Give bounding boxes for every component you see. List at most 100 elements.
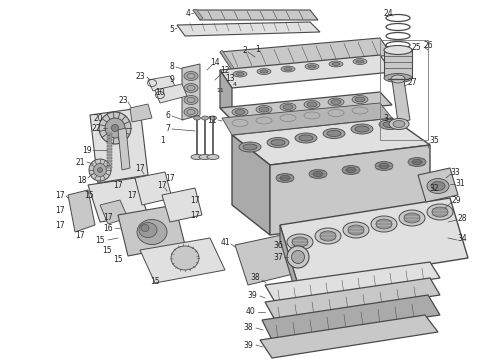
Ellipse shape	[236, 72, 244, 76]
Text: 15: 15	[102, 246, 112, 255]
Text: 19: 19	[82, 145, 92, 154]
Polygon shape	[222, 103, 392, 135]
Polygon shape	[177, 22, 320, 36]
Ellipse shape	[187, 98, 195, 103]
Ellipse shape	[184, 95, 198, 104]
Text: 5: 5	[170, 24, 174, 33]
Bar	[107, 148, 112, 150]
Text: 8: 8	[170, 62, 174, 71]
Ellipse shape	[141, 225, 149, 231]
Text: 39: 39	[243, 341, 253, 350]
Ellipse shape	[356, 60, 364, 63]
Polygon shape	[265, 278, 440, 320]
Text: 26: 26	[423, 41, 433, 50]
Ellipse shape	[210, 116, 217, 120]
Polygon shape	[418, 168, 458, 202]
Ellipse shape	[292, 237, 308, 247]
Ellipse shape	[271, 140, 285, 145]
Text: 11: 11	[216, 87, 224, 93]
Ellipse shape	[376, 219, 392, 229]
Ellipse shape	[98, 167, 102, 172]
Bar	[107, 142, 112, 144]
Text: 15: 15	[150, 278, 160, 287]
Ellipse shape	[371, 216, 397, 232]
Ellipse shape	[239, 142, 261, 152]
Ellipse shape	[355, 97, 365, 102]
Ellipse shape	[315, 228, 341, 244]
Ellipse shape	[342, 166, 360, 175]
Text: 17: 17	[55, 220, 65, 230]
Ellipse shape	[232, 108, 248, 116]
Ellipse shape	[280, 103, 296, 111]
Ellipse shape	[313, 171, 323, 176]
Ellipse shape	[191, 154, 203, 159]
Text: 17: 17	[157, 180, 167, 189]
Ellipse shape	[305, 63, 319, 69]
Ellipse shape	[327, 131, 341, 136]
Ellipse shape	[233, 71, 247, 77]
Ellipse shape	[355, 126, 369, 132]
Ellipse shape	[287, 234, 313, 250]
Text: 37: 37	[273, 252, 283, 261]
Text: 33: 33	[450, 167, 460, 176]
Bar	[107, 157, 112, 159]
Ellipse shape	[207, 154, 219, 159]
Ellipse shape	[320, 231, 336, 241]
Text: 2: 2	[243, 45, 247, 54]
Ellipse shape	[352, 95, 368, 104]
Text: 17: 17	[75, 230, 85, 239]
Text: 18: 18	[77, 176, 87, 185]
Text: 38: 38	[243, 324, 253, 333]
Ellipse shape	[427, 204, 453, 220]
Ellipse shape	[105, 118, 125, 138]
Ellipse shape	[383, 122, 397, 127]
Ellipse shape	[283, 104, 293, 109]
Ellipse shape	[280, 176, 290, 180]
Text: 41: 41	[220, 238, 230, 247]
Polygon shape	[270, 145, 430, 235]
Text: 4: 4	[186, 9, 191, 18]
Text: 13: 13	[225, 73, 235, 82]
Text: 9: 9	[170, 75, 174, 84]
Ellipse shape	[304, 100, 320, 108]
Ellipse shape	[348, 225, 364, 235]
Ellipse shape	[351, 124, 373, 134]
Polygon shape	[220, 38, 392, 70]
Ellipse shape	[404, 213, 420, 223]
Ellipse shape	[379, 120, 401, 130]
Ellipse shape	[256, 105, 272, 113]
Text: 22: 22	[91, 123, 101, 132]
Polygon shape	[193, 9, 203, 20]
Polygon shape	[100, 200, 128, 224]
Polygon shape	[220, 50, 234, 70]
Text: 24: 24	[383, 9, 393, 18]
Ellipse shape	[187, 73, 195, 78]
Text: 38: 38	[250, 274, 260, 283]
Text: 16: 16	[103, 224, 113, 233]
Ellipse shape	[393, 121, 405, 127]
Bar	[107, 151, 112, 153]
Polygon shape	[265, 262, 440, 302]
Ellipse shape	[309, 170, 327, 179]
Polygon shape	[68, 190, 95, 232]
Text: 28: 28	[457, 213, 467, 222]
Text: 34: 34	[457, 234, 467, 243]
Text: 15: 15	[84, 190, 94, 199]
Text: 17: 17	[190, 195, 200, 204]
Text: 6: 6	[166, 111, 171, 120]
Text: 27: 27	[407, 77, 417, 86]
Ellipse shape	[184, 108, 198, 117]
Text: 39: 39	[247, 291, 257, 300]
Ellipse shape	[408, 158, 426, 166]
Text: 17: 17	[135, 163, 145, 172]
Text: 20: 20	[93, 113, 103, 122]
Ellipse shape	[343, 222, 369, 238]
Polygon shape	[182, 64, 200, 120]
Text: 1: 1	[256, 45, 260, 54]
Ellipse shape	[432, 207, 448, 217]
Polygon shape	[260, 315, 438, 358]
Polygon shape	[118, 128, 130, 170]
Polygon shape	[140, 238, 225, 283]
Text: 17: 17	[103, 212, 113, 221]
Ellipse shape	[199, 154, 211, 159]
